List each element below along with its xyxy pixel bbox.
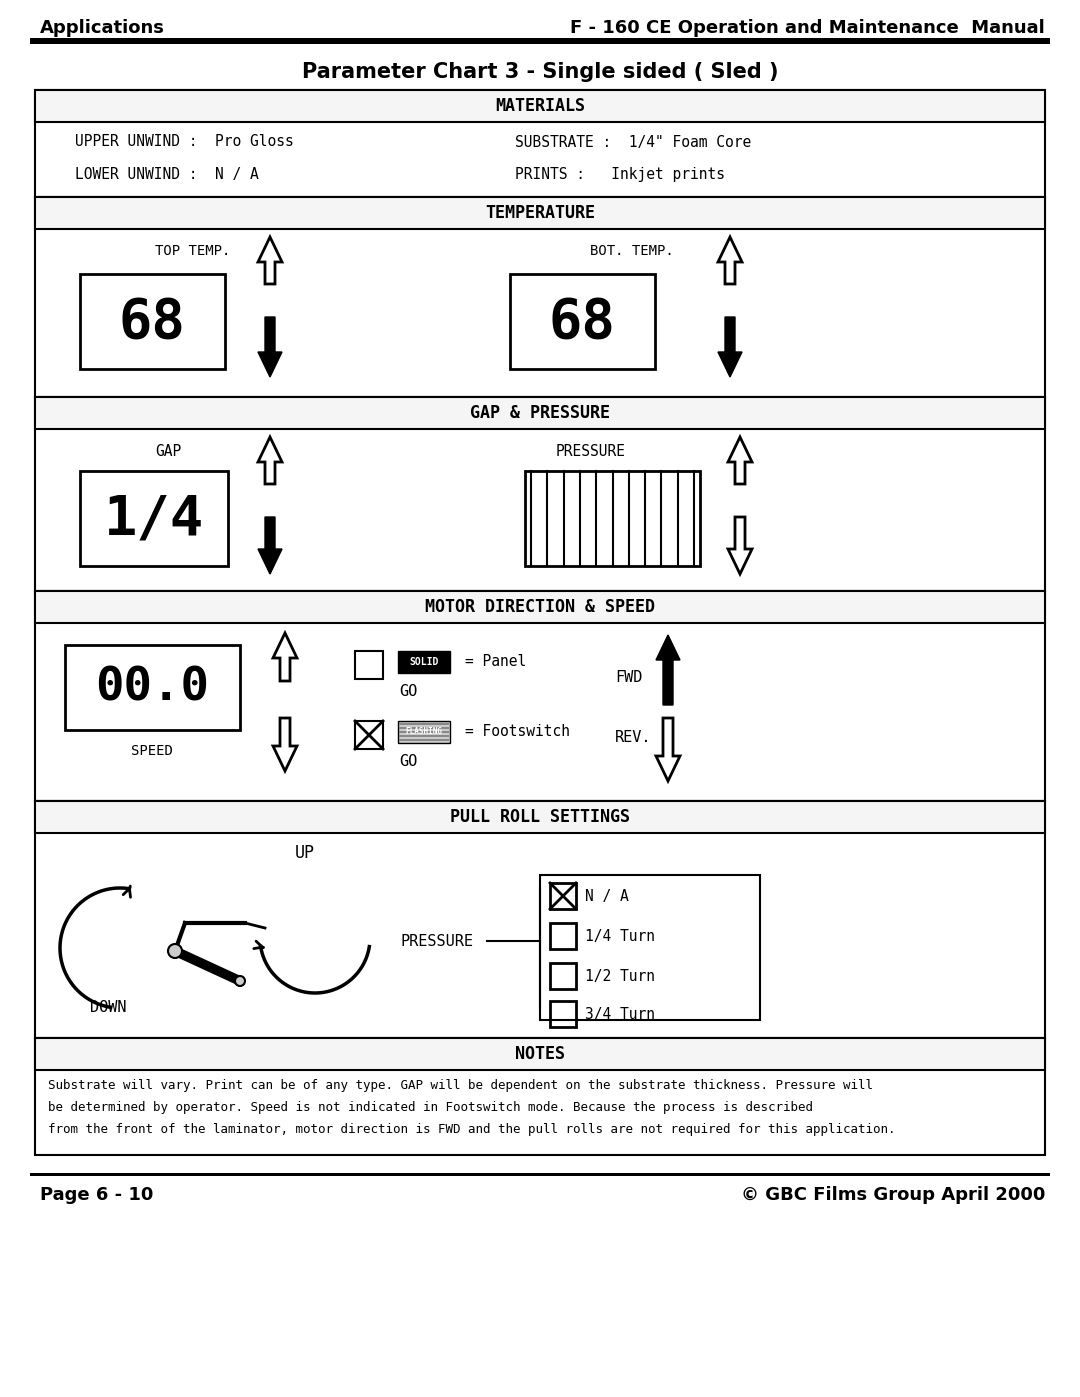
Text: NOTES: NOTES: [515, 1045, 565, 1063]
Polygon shape: [258, 437, 282, 483]
Bar: [525, 471, 700, 566]
Polygon shape: [273, 718, 297, 771]
Text: UPPER UNWIND :  Pro Gloss: UPPER UNWIND : Pro Gloss: [75, 134, 294, 149]
Text: BOT. TEMP.: BOT. TEMP.: [590, 244, 674, 258]
Polygon shape: [728, 437, 752, 483]
Circle shape: [235, 977, 245, 986]
Bar: [35, 591, 1045, 800]
Text: 68: 68: [549, 296, 616, 348]
Bar: [399, 651, 450, 673]
Circle shape: [168, 944, 183, 958]
Bar: [399, 721, 450, 743]
Text: Parameter Chart 3 - Single sided ( Sled ): Parameter Chart 3 - Single sided ( Sled …: [301, 61, 779, 82]
Text: MATERIALS: MATERIALS: [495, 96, 585, 115]
Polygon shape: [718, 317, 742, 377]
Text: DOWN: DOWN: [90, 1000, 126, 1016]
Polygon shape: [656, 636, 680, 705]
Bar: [35, 89, 1045, 197]
Text: Substrate will vary. Print can be of any type. GAP will be dependent on the subs: Substrate will vary. Print can be of any…: [48, 1080, 873, 1092]
Text: 68: 68: [119, 296, 186, 348]
Polygon shape: [718, 237, 742, 284]
Bar: [550, 883, 576, 909]
Bar: [355, 721, 383, 749]
Text: SPEED: SPEED: [131, 745, 173, 759]
Text: from the front of the laminator, motor direction is FWD and the pull rolls are n: from the front of the laminator, motor d…: [48, 1123, 895, 1137]
Polygon shape: [728, 517, 752, 574]
Bar: [399, 735, 449, 738]
Text: Applications: Applications: [40, 20, 165, 36]
Bar: [80, 274, 225, 369]
Text: UP: UP: [295, 844, 315, 862]
Bar: [30, 38, 1050, 43]
Polygon shape: [258, 237, 282, 284]
Text: 1/2 Turn: 1/2 Turn: [585, 968, 654, 983]
Bar: [80, 471, 228, 566]
Bar: [35, 591, 1045, 623]
Bar: [35, 197, 1045, 397]
Bar: [35, 800, 1045, 1038]
Text: = Panel: = Panel: [465, 655, 526, 669]
Text: MOTOR DIRECTION & SPEED: MOTOR DIRECTION & SPEED: [426, 598, 654, 616]
Bar: [35, 89, 1045, 122]
Bar: [399, 724, 449, 725]
Text: F - 160 CE Operation and Maintenance  Manual: F - 160 CE Operation and Maintenance Man…: [570, 20, 1045, 36]
Bar: [399, 731, 449, 733]
Bar: [550, 923, 576, 949]
Bar: [35, 397, 1045, 429]
Text: LOWER UNWIND :  N / A: LOWER UNWIND : N / A: [75, 168, 259, 183]
Bar: [65, 645, 240, 731]
Bar: [550, 1002, 576, 1027]
Bar: [399, 726, 449, 729]
Text: TEMPERATURE: TEMPERATURE: [485, 204, 595, 222]
Text: 00.0: 00.0: [95, 665, 210, 711]
Text: 3/4 Turn: 3/4 Turn: [585, 1006, 654, 1021]
Bar: [510, 274, 654, 369]
Text: 1/4 Turn: 1/4 Turn: [585, 929, 654, 943]
Text: N / A: N / A: [585, 888, 629, 904]
Bar: [30, 1173, 1050, 1176]
Polygon shape: [258, 517, 282, 574]
Text: REV.: REV.: [615, 731, 651, 746]
Bar: [35, 1038, 1045, 1070]
Text: GO: GO: [399, 753, 417, 768]
Text: GAP & PRESSURE: GAP & PRESSURE: [470, 404, 610, 422]
Bar: [35, 397, 1045, 591]
Bar: [355, 651, 383, 679]
Bar: [540, 875, 760, 1020]
Text: PRESSURE: PRESSURE: [556, 443, 626, 458]
Bar: [399, 739, 449, 740]
Polygon shape: [273, 633, 297, 680]
Text: SOLID: SOLID: [409, 657, 438, 666]
Bar: [35, 197, 1045, 229]
Text: PRESSURE: PRESSURE: [400, 933, 473, 949]
Text: GO: GO: [399, 683, 417, 698]
Text: SUBSTRATE :  1/4" Foam Core: SUBSTRATE : 1/4" Foam Core: [515, 134, 752, 149]
Text: FWD: FWD: [615, 671, 643, 686]
Text: 1/4: 1/4: [104, 493, 204, 545]
Text: be determined by operator. Speed is not indicated in Footswitch mode. Because th: be determined by operator. Speed is not …: [48, 1101, 813, 1115]
Text: PULL ROLL SETTINGS: PULL ROLL SETTINGS: [450, 807, 630, 826]
Text: GAP: GAP: [156, 443, 181, 458]
Text: FLASHING: FLASHING: [405, 728, 443, 736]
Text: = Footswitch: = Footswitch: [465, 725, 570, 739]
Bar: [35, 800, 1045, 833]
Polygon shape: [656, 718, 680, 781]
Bar: [550, 963, 576, 989]
Text: Page 6 - 10: Page 6 - 10: [40, 1186, 153, 1204]
Text: TOP TEMP.: TOP TEMP.: [156, 244, 230, 258]
Text: © GBC Films Group April 2000: © GBC Films Group April 2000: [741, 1186, 1045, 1204]
Polygon shape: [258, 317, 282, 377]
Text: PRINTS :   Inkjet prints: PRINTS : Inkjet prints: [515, 168, 725, 183]
Bar: [35, 1038, 1045, 1155]
